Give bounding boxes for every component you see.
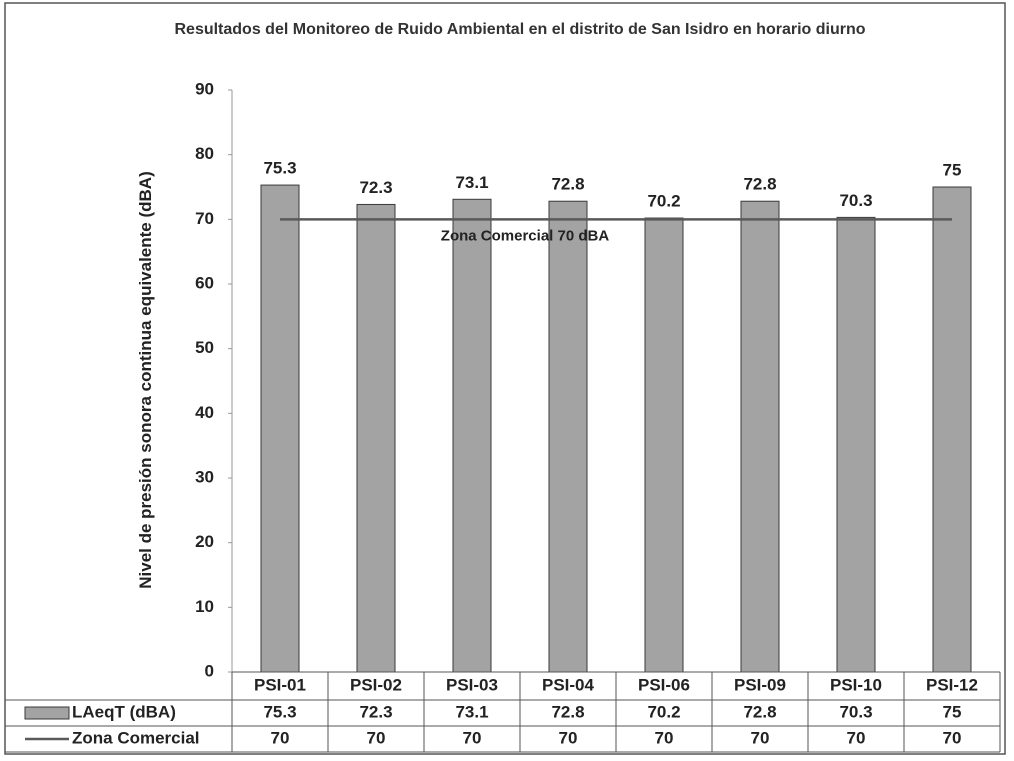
data-label: 75.3 [263,159,296,178]
table-value: 70 [559,728,578,747]
table-value: 70 [271,728,290,747]
data-label: 70.2 [647,192,680,211]
table-value: 70.3 [839,702,872,721]
data-label: 73.1 [455,173,488,192]
table-value: 72.8 [551,702,584,721]
bar [452,198,492,673]
bar [644,217,684,673]
y-tick-label: 30 [195,467,214,486]
bar [548,200,588,673]
x-tick-label: PSI-03 [446,675,498,694]
y-tick-label: 10 [195,597,214,616]
table-value: 73.1 [455,702,488,721]
bar [932,186,972,673]
frame [4,2,1006,755]
x-tick-label: PSI-06 [638,675,690,694]
table-value: 75.3 [263,702,296,721]
table-value: 70 [655,728,674,747]
x-tick-label: PSI-12 [926,675,978,694]
table-value: 75 [943,702,962,721]
table-value: 70 [943,728,962,747]
table-value: 70 [463,728,482,747]
x-tick-label: PSI-10 [830,675,882,694]
data-label: 72.3 [359,178,392,197]
data-label: 72.8 [551,175,584,194]
x-tick-label: PSI-02 [350,675,402,694]
data-label: 70.3 [839,191,872,210]
legend-label: Zona Comercial [72,728,200,747]
y-tick-label: 60 [195,273,214,292]
y-tick-label: 90 [195,79,214,98]
table-value: 70 [847,728,866,747]
table-value: 70 [751,728,770,747]
data-label: 72.8 [743,175,776,194]
y-tick-label: 40 [195,403,214,422]
bar [356,203,396,673]
y-axis-label: Nivel de presión sonora continua equival… [136,171,155,589]
chart-title: Resultados del Monitoreo de Ruido Ambien… [174,21,866,38]
bar [740,200,780,673]
legend-key [24,706,70,720]
y-tick-label: 20 [195,532,214,551]
y-tick-label: 70 [195,209,214,228]
legend-label: LAeqT (dBA) [72,702,176,721]
table-value: 72.3 [359,702,392,721]
table-value: 70 [367,728,386,747]
table-value: 72.8 [743,702,776,721]
table-value: 70.2 [647,702,680,721]
x-tick-label: PSI-01 [254,675,306,694]
bar [836,216,876,673]
y-tick-label: 50 [195,338,214,357]
y-tick-label: 80 [195,144,214,163]
y-tick-label: 0 [205,661,214,680]
data-label: 75 [943,160,962,179]
bar [260,184,300,673]
annotation: Zona Comercial 70 dBA [441,227,610,244]
x-tick-label: PSI-04 [542,675,595,694]
x-tick-label: PSI-09 [734,675,786,694]
